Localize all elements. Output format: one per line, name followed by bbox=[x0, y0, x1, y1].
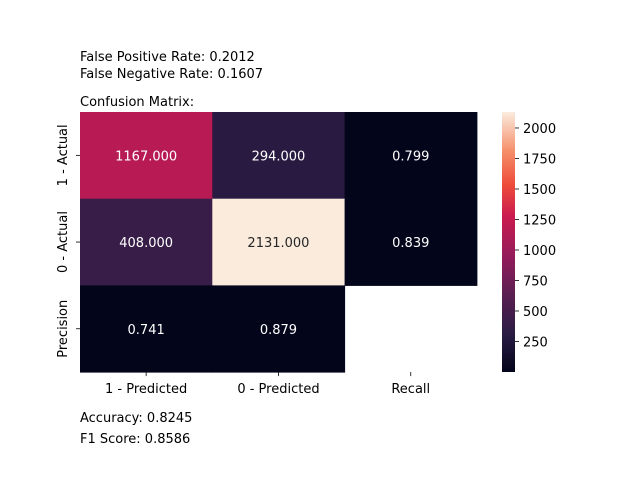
column-tick-labels: 1 - Predicted 0 - Predicted Recall bbox=[105, 372, 430, 397]
accuracy-text: Accuracy: 0.8245 bbox=[80, 411, 193, 426]
row-tick-labels: 1 - Actual 0 - Actual Precision bbox=[56, 124, 80, 358]
heatmap-cell bbox=[212, 198, 346, 286]
row-tick-label: 0 - Actual bbox=[56, 211, 71, 273]
heatmap-cell bbox=[212, 112, 346, 200]
heatmap-cell-label: 0.839 bbox=[392, 236, 429, 251]
heatmap-cell-label: 408.000 bbox=[119, 236, 173, 251]
heatmap-cell bbox=[80, 198, 213, 286]
colorbar-tick-label: 1250 bbox=[523, 213, 556, 228]
colorbar-tick-label: 1750 bbox=[523, 152, 556, 167]
heatmap-cell bbox=[80, 112, 213, 200]
heatmap-cell bbox=[344, 112, 478, 200]
heatmap-cell bbox=[212, 285, 346, 373]
heatmap-cell-label: 2131.000 bbox=[247, 236, 309, 251]
false-positive-rate-text: False Positive Rate: 0.2012 bbox=[80, 50, 255, 65]
colorbar-ticks: 250 500 750 1000 1250 1500 1750 2000 bbox=[515, 122, 556, 350]
colorbar-tick-label: 250 bbox=[523, 335, 548, 350]
row-tick-label: Precision bbox=[56, 300, 71, 358]
heatmap-cell bbox=[344, 198, 478, 286]
column-tick-label: Recall bbox=[391, 382, 430, 397]
column-tick-label: 0 - Predicted bbox=[237, 382, 319, 397]
colorbar bbox=[502, 112, 515, 372]
heatmap-cell-label: 0.741 bbox=[128, 323, 165, 338]
heatmap-cell-label: 1167.000 bbox=[115, 149, 177, 164]
colorbar-tick-label: 750 bbox=[523, 274, 548, 289]
heatmap-cells: 1167.000 294.000 0.799 408.000 2131.000 0.839… bbox=[80, 112, 478, 373]
f1-score-text: F1 Score: 0.8586 bbox=[80, 432, 191, 447]
heatmap-cell-label: 294.000 bbox=[252, 149, 306, 164]
column-tick-label: 1 - Predicted bbox=[105, 382, 187, 397]
false-negative-rate-text: False Negative Rate: 0.1607 bbox=[80, 67, 264, 82]
colorbar-tick-label: 1000 bbox=[523, 244, 556, 259]
heatmap-cell bbox=[80, 285, 213, 373]
colorbar-tick-label: 500 bbox=[523, 305, 548, 320]
colorbar-tick-label: 1500 bbox=[523, 183, 556, 198]
colorbar-tick-label: 2000 bbox=[523, 122, 556, 137]
heatmap-cell-label: 0.799 bbox=[392, 149, 429, 164]
row-tick-label: 1 - Actual bbox=[56, 124, 71, 186]
heatmap-cell-label: 0.879 bbox=[260, 323, 297, 338]
confusion-matrix-title: Confusion Matrix: bbox=[80, 95, 195, 110]
